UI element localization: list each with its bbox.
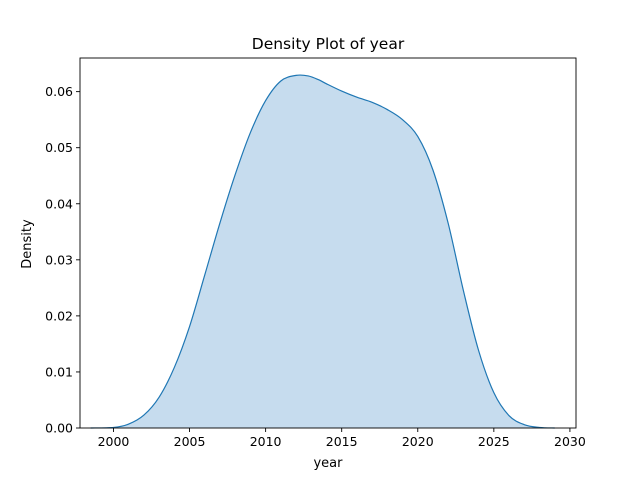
axes-frame	[79, 57, 577, 429]
y-tick-label-5: 0.05	[45, 140, 73, 155]
x-axis-label: year	[313, 456, 343, 471]
y-tick-label-3: 0.03	[45, 252, 73, 267]
y-tick-label-4: 0.04	[45, 196, 73, 211]
chart-title: Density Plot of year	[252, 35, 405, 53]
x-tick-label-2000: 2000	[98, 434, 130, 449]
x-tick-label-2020: 2020	[402, 434, 434, 449]
y-tick-label-2: 0.02	[45, 308, 73, 323]
y-tick-label-0: 0.00	[45, 421, 73, 436]
x-tick-label-2015: 2015	[326, 434, 358, 449]
y-tick-label-1: 0.01	[45, 364, 73, 379]
x-tick-label-2025: 2025	[478, 434, 510, 449]
density-area-fill	[90, 74, 555, 429]
y-tick-label-6: 0.06	[45, 84, 73, 99]
x-tick-label-2005: 2005	[174, 434, 206, 449]
density-line	[90, 74, 555, 429]
y-axis-label: Density	[20, 219, 35, 269]
x-tick-label-2010: 2010	[250, 434, 282, 449]
x-tick-label-2030: 2030	[554, 434, 586, 449]
